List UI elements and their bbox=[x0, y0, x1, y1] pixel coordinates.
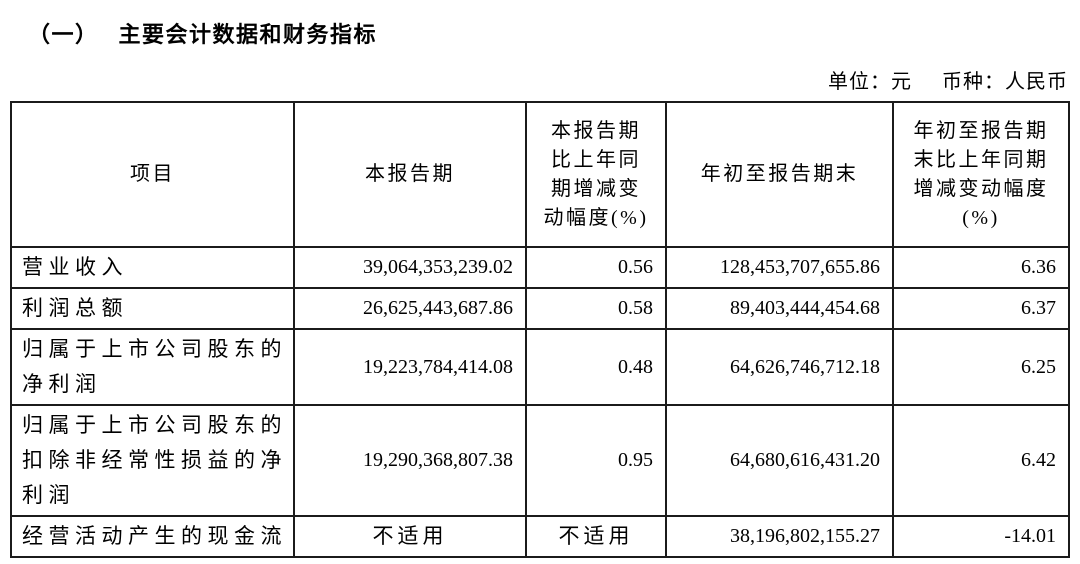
current-period-change-cell: 0.58 bbox=[525, 287, 667, 330]
ytd-change-cell: 6.36 bbox=[892, 246, 1070, 289]
current-period-cell: 19,290,368,807.38 bbox=[293, 404, 527, 517]
year-to-date-cell: 64,680,616,431.20 bbox=[665, 404, 894, 517]
section-title-text: 主要会计数据和财务指标 bbox=[118, 22, 378, 47]
current-period-change-cell: 0.95 bbox=[525, 404, 667, 517]
item-cell: 归属于上市公司股东的 扣除非经常性损益的净 利润 bbox=[10, 404, 295, 517]
item-cell: 营业收入 bbox=[10, 246, 295, 289]
current-period-change-cell: 不适用 bbox=[525, 515, 667, 558]
currency-label: 币种：人民币 bbox=[942, 71, 1068, 93]
ytd-change-cell: 6.25 bbox=[892, 328, 1070, 406]
item-cell: 归属于上市公司股东的 净利润 bbox=[10, 328, 295, 406]
current-period-cell: 39,064,353,239.02 bbox=[293, 246, 527, 289]
column-header-current-period: 本报告期 bbox=[293, 101, 527, 248]
section-title: （一） 主要会计数据和财务指标 bbox=[0, 0, 1080, 49]
year-to-date-cell: 38,196,802,155.27 bbox=[665, 515, 894, 558]
table-row-operating-cash-flow: 经营活动产生的现金流 不适用 不适用 38,196,802,155.27 -14… bbox=[10, 515, 1070, 558]
column-header-current-period-change: 本报告期 比上年同 期增减变 动幅度(%) bbox=[525, 101, 667, 248]
year-to-date-cell: 89,403,444,454.68 bbox=[665, 287, 894, 330]
current-period-cell: 19,223,784,414.08 bbox=[293, 328, 527, 406]
ytd-change-cell: 6.42 bbox=[892, 404, 1070, 517]
current-period-change-cell: 0.48 bbox=[525, 328, 667, 406]
table-row-net-profit-excl-nonrecurring: 归属于上市公司股东的 扣除非经常性损益的净 利润 19,290,368,807.… bbox=[10, 404, 1070, 517]
ytd-change-cell: 6.37 bbox=[892, 287, 1070, 330]
column-header-item: 项目 bbox=[10, 101, 295, 248]
table-row-net-profit: 归属于上市公司股东的 净利润 19,223,784,414.08 0.48 64… bbox=[10, 328, 1070, 406]
current-period-cell: 不适用 bbox=[293, 515, 527, 558]
table-row-revenue: 营业收入 39,064,353,239.02 0.56 128,453,707,… bbox=[10, 246, 1070, 289]
item-cell: 利润总额 bbox=[10, 287, 295, 330]
year-to-date-cell: 128,453,707,655.86 bbox=[665, 246, 894, 289]
table-header-row: 项目 本报告期 本报告期 比上年同 期增减变 动幅度(%) 年初至报告期末 年初… bbox=[10, 101, 1070, 248]
unit-note: 单位：元 币种：人民币 bbox=[10, 65, 1068, 94]
current-period-change-cell: 0.56 bbox=[525, 246, 667, 289]
current-period-cell: 26,625,443,687.86 bbox=[293, 287, 527, 330]
column-header-year-to-date: 年初至报告期末 bbox=[665, 101, 894, 248]
table-row-total-profit: 利润总额 26,625,443,687.86 0.58 89,403,444,4… bbox=[10, 287, 1070, 330]
column-header-ytd-change: 年初至报告期 末比上年同期 增减变动幅度 (%) bbox=[892, 101, 1070, 248]
item-cell: 经营活动产生的现金流 bbox=[10, 515, 295, 558]
year-to-date-cell: 64,626,746,712.18 bbox=[665, 328, 894, 406]
financial-indicators-table: 项目 本报告期 本报告期 比上年同 期增减变 动幅度(%) 年初至报告期末 年初… bbox=[10, 101, 1070, 558]
unit-label: 单位：元 bbox=[828, 71, 912, 93]
ytd-change-cell: -14.01 bbox=[892, 515, 1070, 558]
section-number: （一） bbox=[28, 22, 99, 47]
